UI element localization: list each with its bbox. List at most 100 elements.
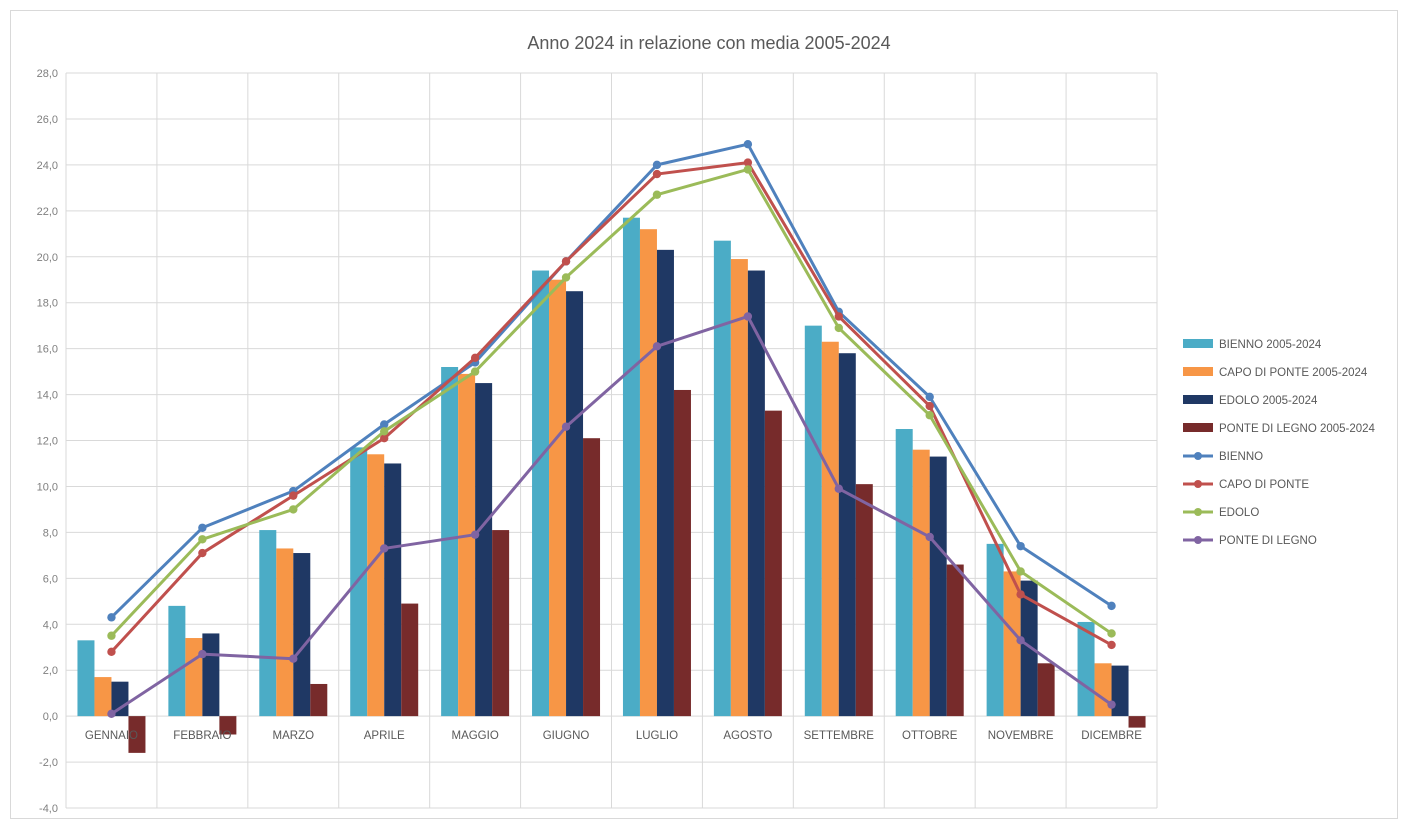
point-bienno xyxy=(1107,601,1116,611)
bar-capo-di-ponte-2005-2024 xyxy=(185,638,203,717)
bar-ponte-di-legno-2005-2024 xyxy=(219,716,237,735)
bar-edolo-2005-2024 xyxy=(747,270,765,717)
bar-capo-di-ponte-2005-2024 xyxy=(730,259,748,717)
point-ponte-di-legno xyxy=(561,422,571,431)
y-tick-label: 18,0 xyxy=(37,298,58,310)
point-ponte-di-legno xyxy=(743,312,753,321)
lines-layer xyxy=(107,140,1116,719)
x-category-label: NOVEMBRE xyxy=(988,730,1054,742)
point-capo-di-ponte xyxy=(1107,640,1116,650)
bar-bienno-2005-2024 xyxy=(77,640,95,717)
point-ponte-di-legno xyxy=(198,649,207,659)
legend-label: BIENNO 2005-2024 xyxy=(1219,339,1322,351)
point-ponte-di-legno xyxy=(1016,636,1025,645)
point-capo-di-ponte xyxy=(470,353,480,363)
bar-bienno-2005-2024 xyxy=(350,447,368,717)
y-tick-label: 4,0 xyxy=(43,619,58,631)
grid-layer xyxy=(65,72,1158,809)
bar-capo-di-ponte-2005-2024 xyxy=(1094,663,1112,717)
point-edolo xyxy=(1107,629,1116,638)
point-capo-di-ponte xyxy=(743,158,753,167)
bar-ponte-di-legno-2005-2024 xyxy=(1037,663,1055,717)
y-tick-label: 8,0 xyxy=(43,527,58,539)
bar-capo-di-ponte-2005-2024 xyxy=(367,454,385,717)
bars-layer xyxy=(77,217,1146,753)
legend[interactable]: BIENNO 2005-2024 CAPO DI PONTE 2005-2024 E… xyxy=(1183,339,1376,547)
point-ponte-di-legno xyxy=(1107,700,1116,709)
bar-ponte-di-legno-2005-2024 xyxy=(946,564,964,717)
legend-label: EDOLO 2005-2024 xyxy=(1219,395,1318,407)
point-ponte-di-legno xyxy=(380,544,389,553)
x-category-label: AGOSTO xyxy=(723,730,772,742)
bar-edolo-2005-2024 xyxy=(929,456,947,717)
y-tick-label: 22,0 xyxy=(37,206,58,218)
bar-ponte-di-legno-2005-2024 xyxy=(1128,716,1146,728)
bar-capo-di-ponte-2005-2024 xyxy=(1003,571,1021,717)
legend-swatch xyxy=(1183,423,1213,432)
x-category-label: OTTOBRE xyxy=(902,730,958,742)
bar-edolo-2005-2024 xyxy=(656,249,674,717)
point-capo-di-ponte xyxy=(198,548,207,558)
point-edolo xyxy=(561,273,571,282)
point-edolo xyxy=(925,411,934,420)
point-capo-di-ponte xyxy=(561,257,571,266)
point-capo-di-ponte xyxy=(652,169,662,179)
bar-bienno-2005-2024 xyxy=(441,367,459,717)
x-category-label: MAGGIO xyxy=(451,730,498,742)
x-category-label: SETTEMBRE xyxy=(804,730,875,742)
point-ponte-di-legno xyxy=(289,654,298,663)
point-capo-di-ponte xyxy=(1016,590,1025,599)
bar-capo-di-ponte-2005-2024 xyxy=(458,373,476,717)
point-capo-di-ponte xyxy=(107,647,116,657)
point-bienno xyxy=(652,160,662,170)
point-ponte-di-legno xyxy=(652,342,662,351)
x-category-label: APRILE xyxy=(364,730,405,742)
bar-edolo-2005-2024 xyxy=(202,633,220,717)
point-ponte-di-legno xyxy=(834,484,843,493)
y-tick-label: 28,0 xyxy=(37,68,58,80)
point-edolo xyxy=(834,323,843,333)
bar-edolo-2005-2024 xyxy=(475,383,493,717)
bar-edolo-2005-2024 xyxy=(1020,580,1038,717)
legend-label: CAPO DI PONTE 2005-2024 xyxy=(1219,367,1368,379)
y-tick-label: -4,0 xyxy=(39,803,58,815)
x-category-label: FEBBRAIO xyxy=(173,730,231,742)
y-tick-label: -2,0 xyxy=(39,757,58,769)
bar-capo-di-ponte-2005-2024 xyxy=(94,677,112,717)
point-edolo xyxy=(743,165,753,174)
bar-bienno-2005-2024 xyxy=(622,217,640,717)
line-capo-di-ponte xyxy=(110,161,1113,653)
bar-bienno-2005-2024 xyxy=(895,429,913,717)
point-bienno xyxy=(198,523,207,532)
point-edolo xyxy=(470,367,480,376)
bar-capo-di-ponte-2005-2024 xyxy=(639,229,657,717)
point-edolo xyxy=(107,631,116,640)
y-tick-label: 20,0 xyxy=(37,252,58,264)
bar-bienno-2005-2024 xyxy=(804,325,822,717)
y-tick-label: 26,0 xyxy=(37,114,58,126)
legend-marker xyxy=(1194,452,1202,460)
legend-label: BIENNO xyxy=(1219,451,1263,463)
point-bienno xyxy=(1016,541,1025,551)
y-tick-label: 2,0 xyxy=(43,665,58,677)
point-edolo xyxy=(652,190,662,199)
y-tick-label: 12,0 xyxy=(37,436,58,448)
axis-labels: -4,0 -2,0 0,0 2,0 4,0 6,0 8,0 10,0 12,0 14,0 16,0 1… xyxy=(37,68,1143,815)
bar-ponte-di-legno-2005-2024 xyxy=(583,438,601,717)
bar-bienno-2005-2024 xyxy=(713,240,731,717)
point-edolo xyxy=(198,535,207,544)
legend-label: EDOLO xyxy=(1219,507,1259,519)
bar-bienno-2005-2024 xyxy=(986,543,1004,717)
point-edolo xyxy=(289,505,298,514)
bar-capo-di-ponte-2005-2024 xyxy=(821,341,839,717)
line-bienno xyxy=(110,142,1113,619)
point-bienno xyxy=(380,420,389,429)
bar-edolo-2005-2024 xyxy=(566,291,584,717)
point-ponte-di-legno xyxy=(107,709,116,719)
y-tick-label: 6,0 xyxy=(43,573,58,585)
bar-bienno-2005-2024 xyxy=(532,270,550,717)
legend-marker xyxy=(1194,480,1202,488)
legend-swatch xyxy=(1183,395,1213,404)
point-bienno xyxy=(743,140,753,149)
point-capo-di-ponte xyxy=(289,491,298,500)
